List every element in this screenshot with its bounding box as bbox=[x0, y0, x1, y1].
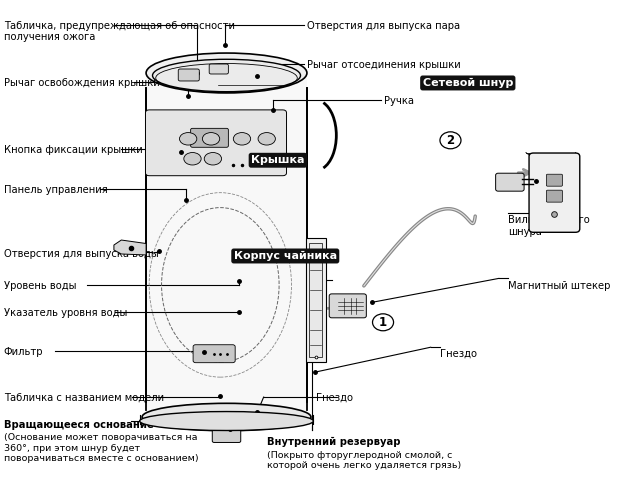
Text: Рычаг освобождения крышки: Рычаг освобождения крышки bbox=[4, 78, 160, 88]
Text: Гнездо: Гнездо bbox=[316, 393, 353, 403]
Text: Крышка: Крышка bbox=[251, 155, 304, 165]
Ellipse shape bbox=[179, 132, 197, 145]
Text: (Основание может поворачиваться на
360°, при этом шнур будет
поворачиваться вмес: (Основание может поворачиваться на 360°,… bbox=[4, 434, 198, 464]
FancyBboxPatch shape bbox=[496, 173, 524, 191]
FancyBboxPatch shape bbox=[193, 344, 235, 362]
FancyBboxPatch shape bbox=[145, 110, 287, 176]
Ellipse shape bbox=[204, 152, 221, 165]
Ellipse shape bbox=[153, 60, 301, 92]
Text: Вилка сетевого
шнура: Вилка сетевого шнура bbox=[508, 215, 590, 236]
Ellipse shape bbox=[142, 404, 311, 430]
FancyBboxPatch shape bbox=[309, 242, 323, 357]
FancyBboxPatch shape bbox=[329, 294, 366, 318]
Ellipse shape bbox=[184, 152, 201, 165]
Text: Гнездо: Гнездо bbox=[440, 348, 477, 358]
FancyBboxPatch shape bbox=[547, 174, 562, 186]
FancyBboxPatch shape bbox=[306, 238, 325, 362]
Text: Табличка, предупреждающая об опасности
получения ожога: Табличка, предупреждающая об опасности п… bbox=[4, 20, 235, 42]
Ellipse shape bbox=[233, 132, 250, 145]
FancyBboxPatch shape bbox=[191, 128, 228, 148]
Ellipse shape bbox=[146, 53, 307, 93]
FancyBboxPatch shape bbox=[178, 69, 199, 81]
Text: Панель управления: Панель управления bbox=[4, 185, 108, 195]
Circle shape bbox=[440, 132, 461, 149]
Text: Внутренний резервуар: Внутренний резервуар bbox=[267, 437, 400, 447]
Text: Вращающееся основание: Вращающееся основание bbox=[4, 420, 153, 430]
FancyBboxPatch shape bbox=[146, 73, 307, 412]
Text: Уровень воды: Уровень воды bbox=[4, 282, 76, 292]
Text: 2: 2 bbox=[446, 134, 455, 147]
FancyBboxPatch shape bbox=[209, 64, 228, 74]
Ellipse shape bbox=[258, 132, 275, 145]
Text: Рычаг отсоединения крышки: Рычаг отсоединения крышки bbox=[307, 60, 461, 70]
Ellipse shape bbox=[202, 132, 220, 145]
Text: Фильтр: Фильтр bbox=[4, 347, 43, 357]
Text: Отверстия для выпуска воды: Отверстия для выпуска воды bbox=[4, 248, 158, 258]
Text: (Покрыто фторуглеродной смолой, с
которой очень легко удаляется грязь): (Покрыто фторуглеродной смолой, с которо… bbox=[267, 451, 461, 470]
Text: Отверстия для выпуска пара: Отверстия для выпуска пара bbox=[307, 20, 460, 30]
Text: Указатель уровня воды: Указатель уровня воды bbox=[4, 308, 127, 318]
Polygon shape bbox=[114, 240, 146, 255]
Ellipse shape bbox=[139, 412, 313, 430]
Text: Магнитный штекер: Магнитный штекер bbox=[508, 282, 611, 292]
Text: Корпус чайника: Корпус чайника bbox=[234, 251, 337, 261]
Text: Сетевой шнур: Сетевой шнур bbox=[423, 78, 513, 88]
Text: Кнопка фиксации крышки: Кнопка фиксации крышки bbox=[4, 146, 143, 156]
FancyBboxPatch shape bbox=[547, 190, 562, 202]
Text: Табличка с названием модели: Табличка с названием модели bbox=[4, 393, 164, 403]
FancyBboxPatch shape bbox=[212, 424, 241, 442]
FancyBboxPatch shape bbox=[529, 153, 579, 232]
Circle shape bbox=[373, 314, 394, 331]
Text: 1: 1 bbox=[379, 316, 387, 329]
Text: Ручка: Ручка bbox=[384, 96, 414, 106]
